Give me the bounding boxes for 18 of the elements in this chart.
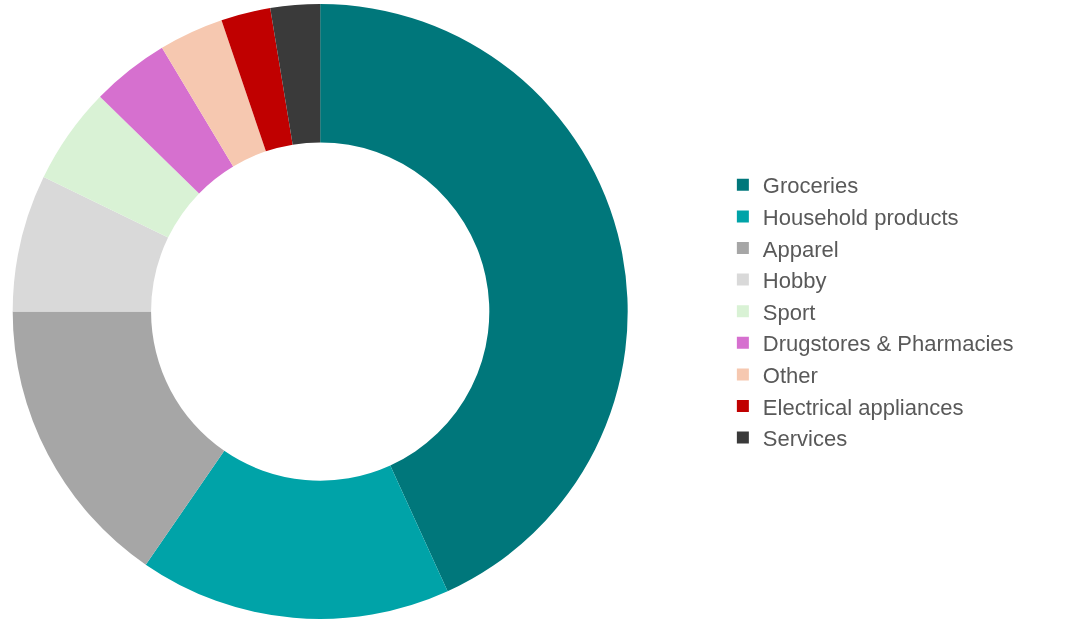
legend-label: Hobby bbox=[762, 268, 827, 294]
donut-slice bbox=[100, 47, 234, 194]
donut-slice bbox=[320, 4, 628, 592]
donut-slice bbox=[12, 177, 169, 312]
donut-slice bbox=[270, 4, 321, 145]
legend-label: Drugstores & Pharmacies bbox=[762, 331, 1014, 357]
legend-label: Electrical appliances bbox=[762, 394, 964, 420]
legend-label: Other bbox=[762, 362, 818, 388]
donut-slice bbox=[162, 20, 266, 167]
donut-slice bbox=[221, 8, 293, 152]
legend-label: Household products bbox=[762, 204, 959, 230]
donut-slice bbox=[43, 96, 200, 238]
donut-slice bbox=[145, 450, 448, 619]
legend-label: Groceries bbox=[762, 173, 859, 199]
legend-label: Sport bbox=[762, 299, 816, 325]
legend-label: Apparel bbox=[762, 236, 839, 262]
donut-slice bbox=[12, 311, 225, 565]
legend-label: Services bbox=[762, 426, 848, 452]
